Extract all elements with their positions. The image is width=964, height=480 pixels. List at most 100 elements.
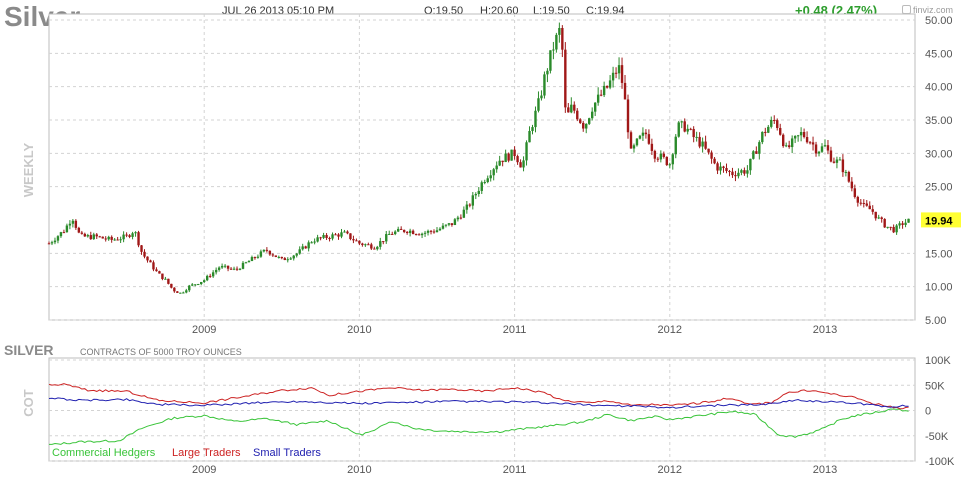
candle-body	[844, 171, 848, 173]
candle-body	[98, 236, 101, 238]
candle-body	[737, 172, 740, 177]
candle-body	[471, 195, 475, 206]
candle-body	[301, 246, 304, 250]
candle-body	[764, 131, 767, 133]
candle-body	[582, 122, 585, 129]
candle-body	[292, 255, 295, 259]
candle-body	[423, 232, 427, 234]
candle-body	[259, 251, 263, 257]
candlestick-series	[47, 22, 910, 294]
candle-body	[223, 265, 227, 267]
candle-body	[140, 245, 143, 252]
candle-body	[435, 230, 439, 233]
candle-body	[191, 284, 194, 286]
candle-body	[370, 244, 373, 249]
cot-xtick-label: 2011	[503, 464, 527, 476]
candle-body	[859, 202, 863, 204]
candle-body	[408, 230, 412, 233]
candle-body	[862, 202, 865, 204]
candle-body	[101, 236, 104, 239]
cot-ytick-label: 0	[925, 406, 931, 418]
candle-body	[262, 249, 266, 252]
candle-body	[185, 290, 188, 293]
candle-body	[161, 273, 164, 280]
candle-body	[382, 241, 385, 243]
candle-body	[743, 170, 746, 174]
candle-body	[211, 272, 215, 277]
candle-body	[399, 228, 403, 230]
candle-body	[167, 278, 170, 284]
candle-body	[146, 256, 149, 261]
candle-body	[689, 128, 692, 130]
commercial-hedgers-line	[49, 408, 909, 445]
candle-body	[698, 136, 701, 147]
candle-body	[513, 149, 516, 157]
candle-body	[776, 120, 779, 128]
candle-body	[865, 203, 868, 206]
candle-body	[773, 120, 776, 122]
candle-body	[143, 251, 146, 257]
price-xtick-label: 2009	[192, 324, 216, 336]
candle-body	[638, 135, 642, 139]
candle-body	[376, 246, 379, 250]
candle-body	[486, 178, 489, 183]
candle-body	[125, 234, 128, 236]
candle-body	[477, 190, 480, 195]
candle-body	[602, 85, 606, 96]
candle-body	[817, 151, 821, 154]
candle-body	[728, 170, 731, 172]
candle-body	[588, 118, 591, 124]
cot-xtick-label: 2012	[658, 464, 682, 476]
candle-body	[877, 217, 880, 219]
candle-body	[662, 153, 666, 157]
candle-body	[516, 156, 519, 163]
candle-body	[767, 126, 770, 133]
candle-body	[119, 239, 122, 241]
candle-body	[593, 102, 597, 112]
candle-body	[892, 226, 895, 233]
candle-body	[465, 204, 469, 210]
candle-body	[74, 220, 78, 228]
candle-body	[564, 49, 567, 108]
candle-body	[495, 165, 498, 170]
candle-body	[396, 228, 400, 232]
candle-body	[176, 291, 179, 293]
candle-body	[194, 284, 197, 286]
candle-body	[352, 239, 355, 241]
price-xtick-label: 2012	[658, 324, 682, 336]
candle-body	[334, 234, 337, 236]
candle-body	[755, 151, 758, 154]
candle-body	[713, 158, 716, 164]
candle-body	[489, 175, 492, 179]
candle-body	[265, 249, 269, 251]
candle-body	[155, 269, 158, 272]
candle-body	[474, 194, 477, 196]
candle-body	[537, 98, 540, 111]
cot-plot-area	[48, 357, 916, 462]
price-ylabel: WEEKLY	[21, 142, 36, 197]
candle-body	[829, 150, 833, 162]
candle-body	[62, 232, 66, 234]
candle-body	[674, 136, 677, 155]
candle-body	[277, 256, 281, 258]
candle-body	[367, 244, 370, 246]
candle-body	[886, 226, 889, 228]
candle-body	[850, 181, 854, 189]
candle-body	[510, 149, 513, 161]
candle-body	[704, 141, 707, 149]
candle-body	[444, 224, 448, 226]
candle-body	[793, 135, 797, 139]
candle-body	[361, 243, 364, 246]
candle-body	[128, 235, 131, 237]
candle-body	[107, 236, 110, 240]
candle-body	[385, 234, 388, 242]
candle-body	[758, 142, 761, 154]
candle-body	[340, 232, 343, 237]
candle-body	[573, 104, 576, 111]
candle-body	[605, 85, 609, 88]
candle-body	[716, 163, 719, 171]
candle-body	[92, 234, 95, 240]
candle-body	[590, 111, 594, 119]
candle-body	[182, 292, 185, 294]
candle-body	[158, 271, 161, 274]
